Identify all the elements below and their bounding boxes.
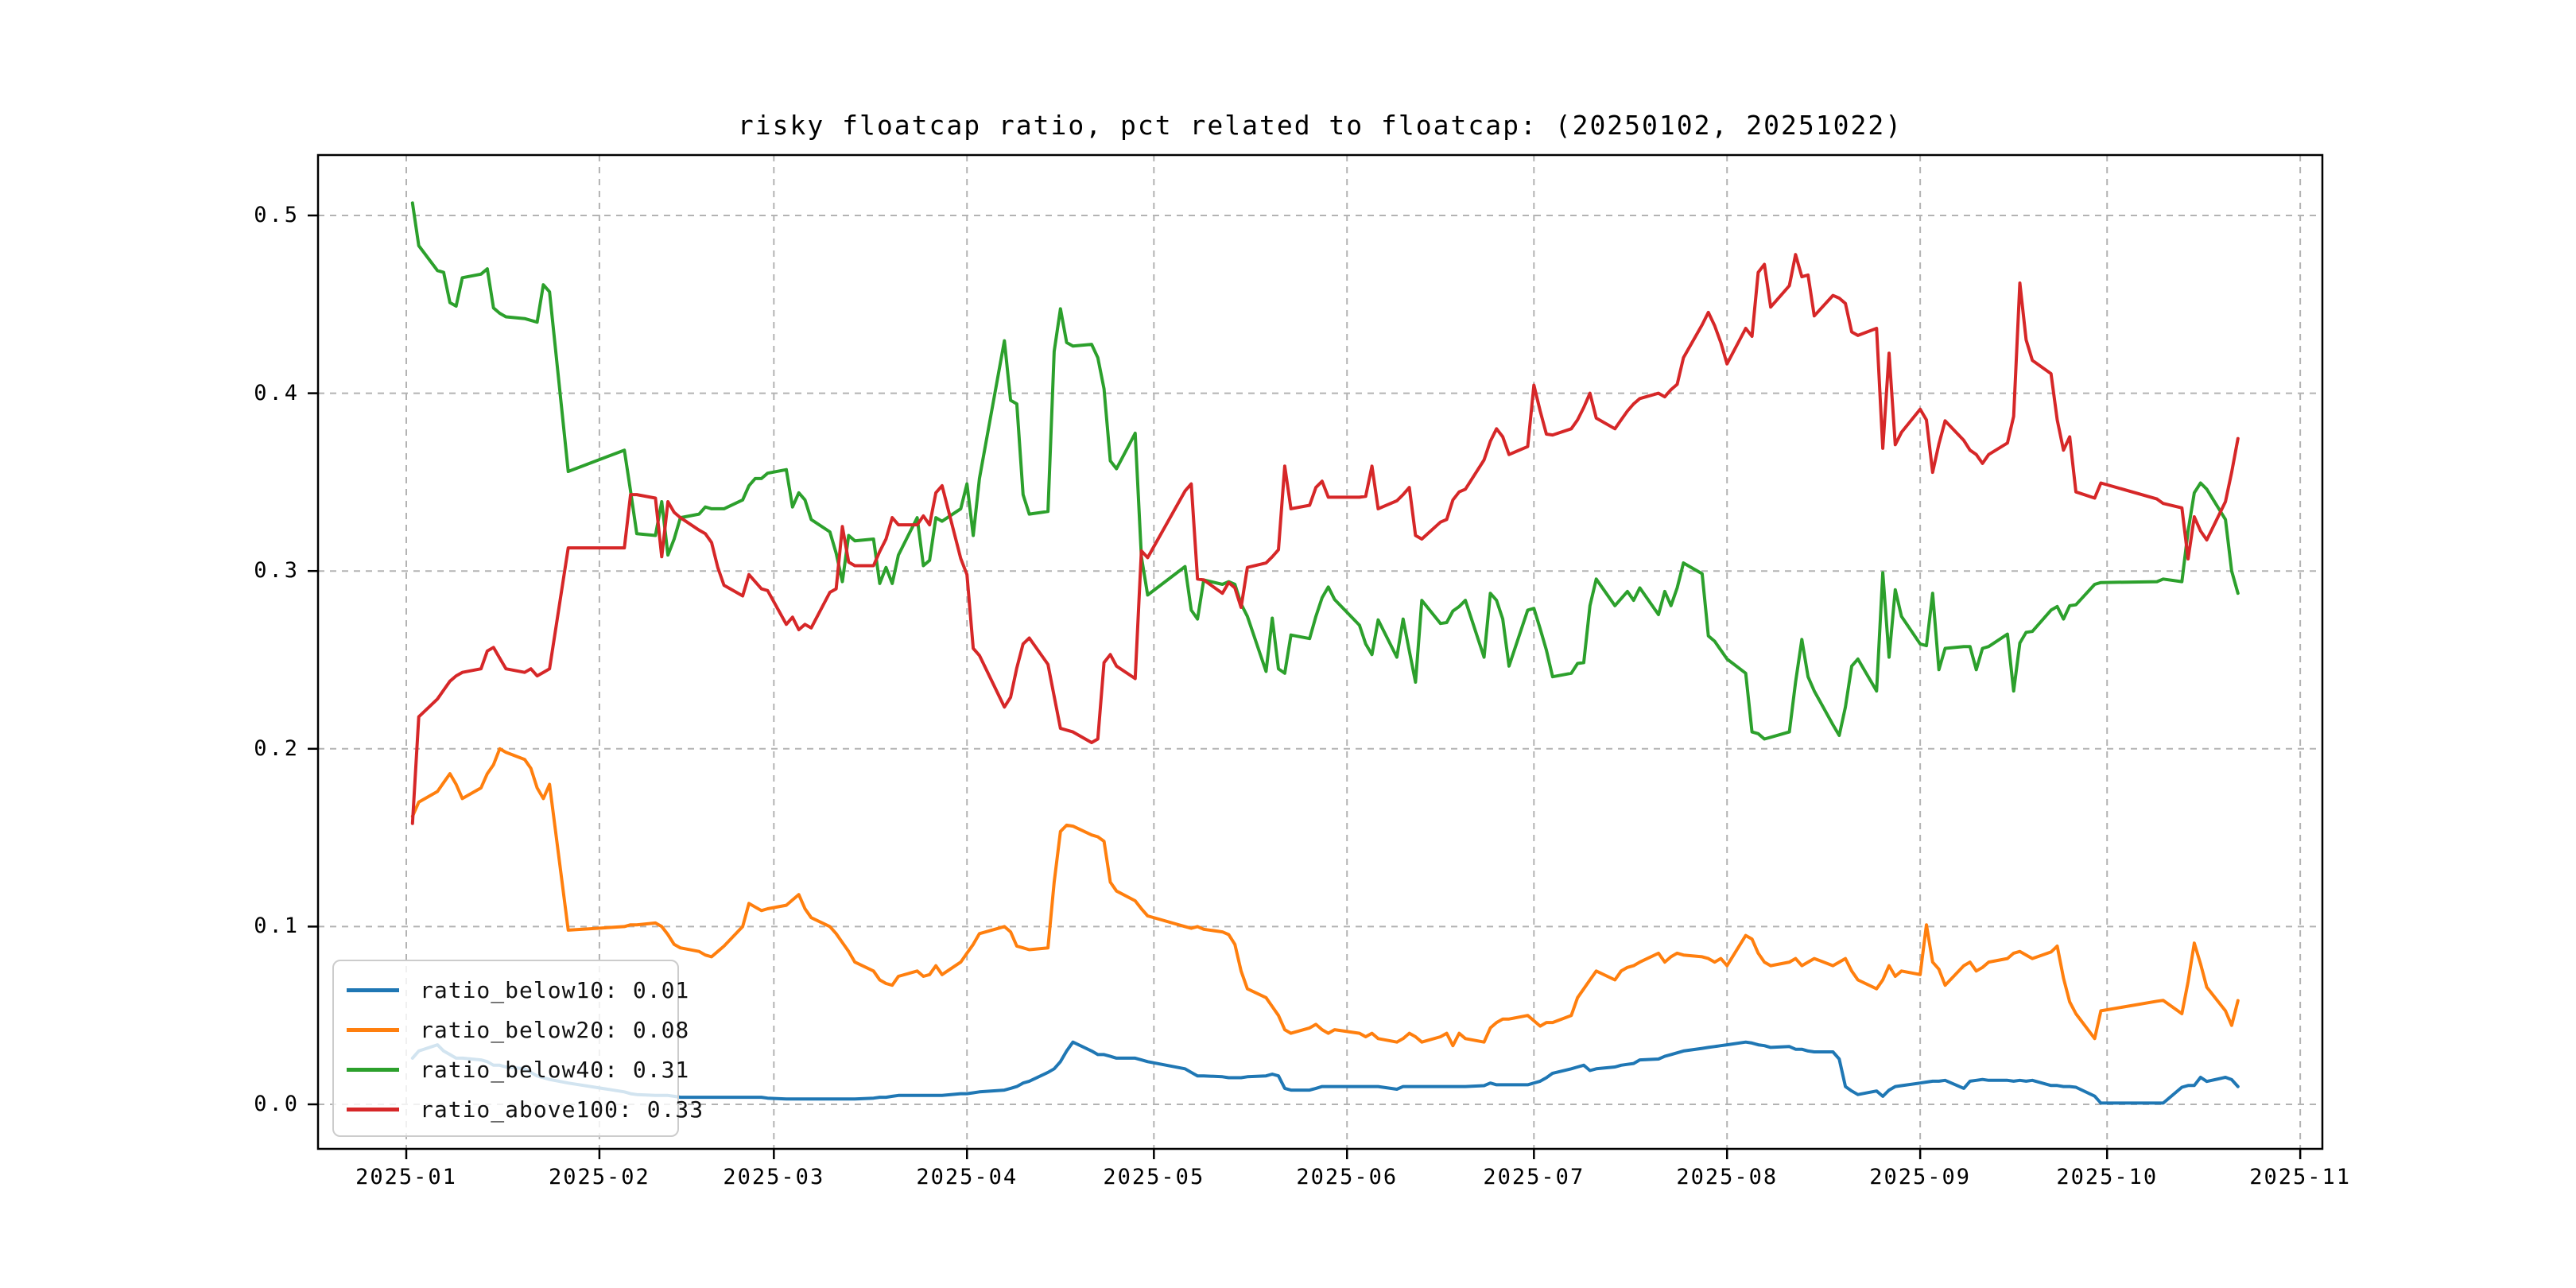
- y-axis-tick-label: 0.4: [254, 380, 300, 405]
- legend-item: ratio_below10: 0.01: [347, 972, 689, 1007]
- chart-title: risky floatcap ratio, pct related to flo…: [737, 110, 1903, 141]
- x-axis-tick-label: 2025-03: [723, 1165, 825, 1189]
- legend-box: ratio_below10: 0.01 ratio_below20: 0.08 …: [332, 960, 703, 1137]
- series-line-ratio_below10: [410, 1040, 2240, 1105]
- series-line-ratio_below20: [410, 747, 2240, 1048]
- x-axis-tick-label: 2025-04: [916, 1165, 1018, 1189]
- legend-item: ratio_below40: 0.31: [347, 1053, 689, 1088]
- x-axis-tick-label: 2025-11: [2249, 1165, 2352, 1189]
- x-axis-tick-label: 2025-07: [1483, 1165, 1585, 1189]
- y-axis-tick-label: 0.2: [254, 735, 300, 761]
- legend-item-label: ratio_above100: 0.33: [420, 1096, 704, 1123]
- y-axis-tick-label: 0.5: [254, 203, 300, 227]
- y-axis-tick-label: 0.1: [254, 914, 300, 939]
- legend-item-label: ratio_below10: 0.01: [420, 976, 690, 1003]
- legend-line-swatch-orange: [347, 1027, 399, 1032]
- legend-item-label: ratio_below20: 0.08: [420, 1016, 690, 1043]
- legend-item-label: ratio_below40: 0.31: [420, 1057, 690, 1084]
- x-axis-tick-label: 2025-06: [1296, 1165, 1399, 1189]
- legend-item: ratio_below20: 0.08: [347, 1012, 689, 1047]
- series-line-ratio_above100: [410, 253, 2240, 825]
- x-axis-tick-label: 2025-08: [1676, 1165, 1779, 1189]
- x-axis-tick-label: 2025-05: [1103, 1165, 1205, 1189]
- plot-border: [316, 153, 2324, 1150]
- x-axis-tick-label: 2025-01: [355, 1165, 457, 1189]
- y-axis-tick-label: 0.0: [254, 1092, 300, 1116]
- x-axis-tick-label: 2025-02: [549, 1165, 650, 1189]
- legend-item: ratio_above100: 0.33: [347, 1092, 703, 1127]
- series-line-ratio_below40: [410, 201, 2240, 741]
- x-axis-tick-label: 2025-10: [2056, 1165, 2159, 1189]
- legend-line-swatch-green: [347, 1068, 399, 1073]
- x-axis-tick-label: 2025-09: [1869, 1165, 1972, 1189]
- legend-line-swatch-blue: [347, 987, 399, 992]
- legend-line-swatch-red: [347, 1108, 399, 1112]
- y-axis-tick-label: 0.3: [254, 558, 300, 584]
